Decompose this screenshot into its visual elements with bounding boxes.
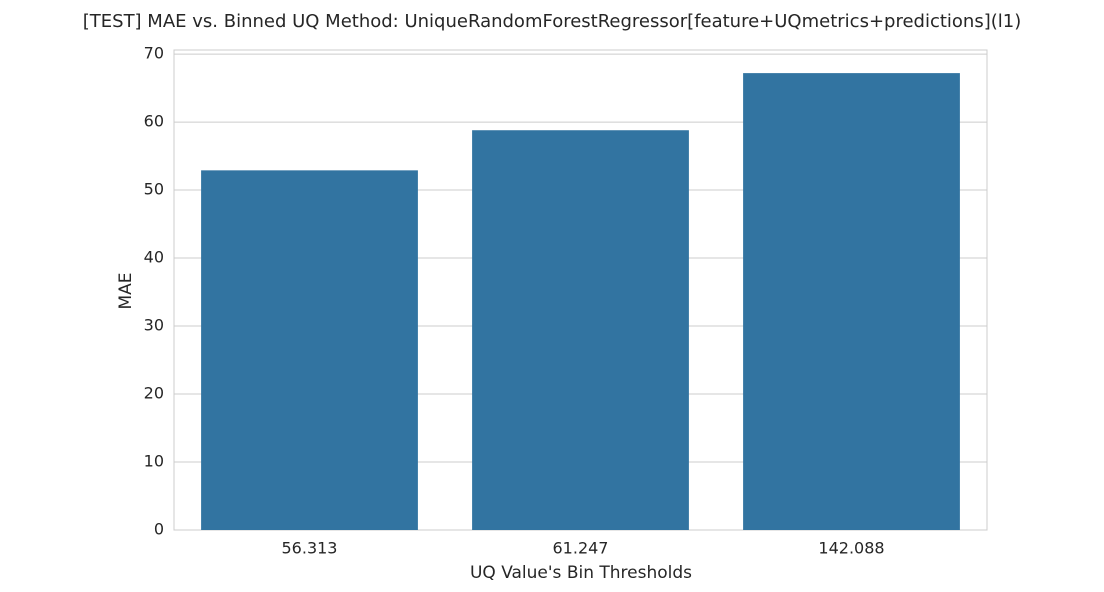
y-tick-label: 40 (144, 248, 164, 267)
y-tick-label: 60 (144, 112, 164, 131)
y-tick-label: 0 (154, 520, 164, 539)
y-axis-label: MAE (116, 272, 136, 309)
y-tick-label: 30 (144, 316, 164, 335)
x-tick-label: 142.088 (818, 539, 884, 558)
x-axis-label: UQ Value's Bin Thresholds (470, 563, 692, 583)
chart-title: [TEST] MAE vs. Binned UQ Method: UniqueR… (83, 11, 1021, 32)
bar (201, 170, 418, 530)
y-tick-label: 10 (144, 452, 164, 471)
y-tick-label: 20 (144, 384, 164, 403)
bar (743, 73, 960, 530)
y-tick-label: 50 (144, 180, 164, 199)
y-tick-label: 70 (144, 44, 164, 63)
x-tick-label: 56.313 (282, 539, 338, 558)
bar (472, 130, 689, 530)
x-tick-label: 61.247 (553, 539, 609, 558)
